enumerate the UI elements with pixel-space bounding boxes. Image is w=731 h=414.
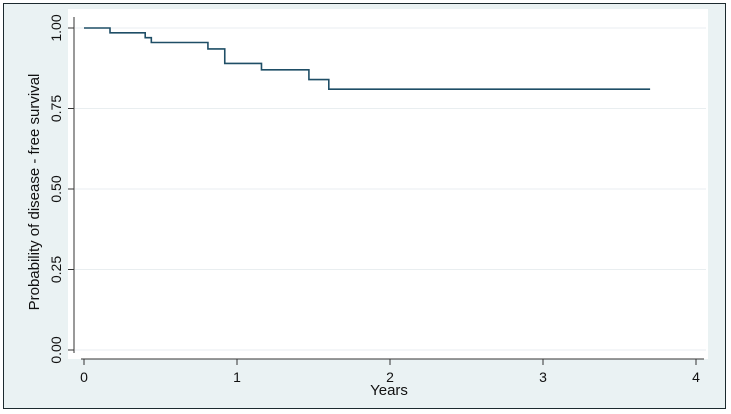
- survival-chart: 0.00 0.25 0.50 0.75 1.00 0 1 2 3 4 Years Probabi…: [26, 9, 708, 399]
- plot-area: [68, 9, 708, 359]
- y-tick-label: 0.50: [48, 175, 64, 202]
- y-tick-label: 0.75: [48, 95, 64, 122]
- chart-frame: 0.00 0.25 0.50 0.75 1.00 0 1 2 3 4 Years Probabi…: [3, 3, 726, 409]
- x-tick-label: 4: [692, 369, 700, 385]
- y-axis-ticks: 0.00 0.25 0.50 0.75 1.00: [48, 14, 74, 364]
- survival-curve: [84, 27, 651, 90]
- x-tick-label: 0: [80, 369, 88, 385]
- y-tick-label: 0.00: [48, 336, 64, 363]
- x-axis-ticks: 0 1 2 3 4: [80, 359, 700, 385]
- y-tick-label: 1.00: [48, 14, 64, 41]
- x-tick-label: 1: [233, 369, 241, 385]
- gridlines: [75, 27, 706, 351]
- y-axis-title: Probability of disease - free survival: [26, 74, 43, 311]
- x-tick-label: 2: [386, 369, 394, 385]
- x-axis-title: Years: [370, 382, 408, 399]
- y-tick-label: 0.25: [48, 256, 64, 283]
- series-group: [84, 27, 651, 90]
- x-tick-label: 3: [539, 369, 547, 385]
